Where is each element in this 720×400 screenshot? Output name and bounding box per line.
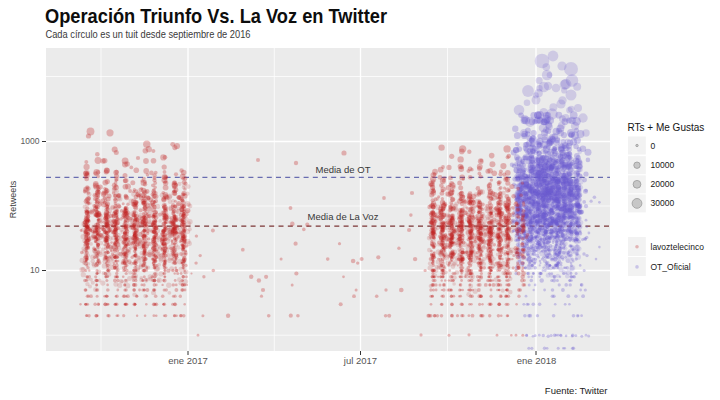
svg-text:20000: 20000	[651, 179, 675, 189]
svg-text:10000: 10000	[651, 160, 675, 170]
svg-text:jul 2017: jul 2017	[343, 355, 377, 366]
svg-text:10: 10	[30, 265, 40, 275]
svg-text:0: 0	[651, 141, 656, 151]
svg-text:lavoztelecinco: lavoztelecinco	[651, 242, 705, 252]
svg-text:OT_Oficial: OT_Oficial	[651, 262, 691, 272]
svg-text:Media de OT: Media de OT	[316, 164, 371, 175]
svg-text:30000: 30000	[651, 198, 675, 208]
svg-text:Retweets: Retweets	[8, 180, 18, 218]
svg-text:Media de La Voz: Media de La Voz	[308, 211, 379, 222]
svg-text:Fuente: Twitter: Fuente: Twitter	[545, 385, 608, 396]
svg-text:ene 2018: ene 2018	[517, 355, 557, 366]
svg-text:ene 2017: ene 2017	[168, 355, 208, 366]
svg-text:Operación Triunfo Vs. La Voz e: Operación Triunfo Vs. La Voz en Twitter	[45, 4, 387, 27]
svg-text:Cada círculo es un tuit desde: Cada círculo es un tuit desde septiembre…	[46, 28, 251, 40]
svg-text:RTs + Me Gustas: RTs + Me Gustas	[628, 122, 705, 133]
svg-text:1000: 1000	[21, 136, 40, 146]
